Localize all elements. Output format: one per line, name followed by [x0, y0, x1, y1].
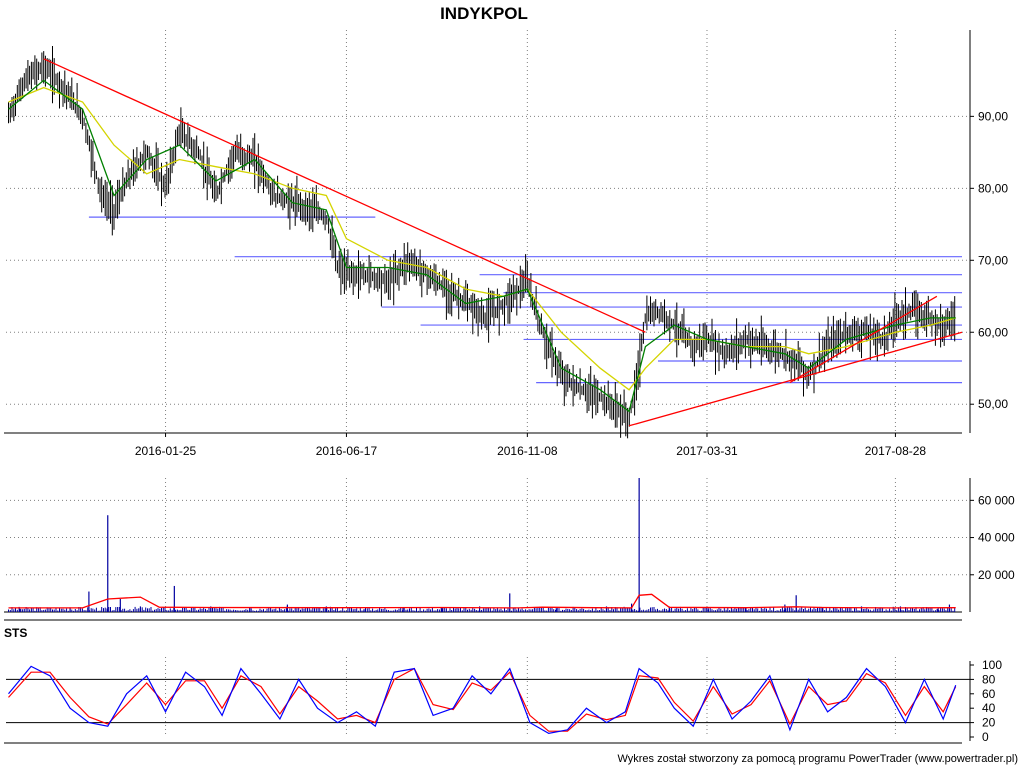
y-tick-label: 60	[982, 687, 996, 701]
sts-d-line	[8, 667, 957, 732]
x-tick-label: 2016-01-25	[135, 444, 197, 458]
chart-title: INDYKPOL	[440, 4, 528, 23]
y-tick-label: 70,00	[978, 253, 1008, 267]
trendline	[789, 295, 938, 384]
ma-long-line	[8, 86, 956, 391]
x-tick-label: 2016-06-17	[316, 444, 378, 458]
x-tick-label: 2016-11-08	[497, 444, 558, 458]
y-tick-label: 60,00	[978, 325, 1008, 339]
y-tick-label: 50,00	[978, 397, 1008, 411]
y-tick-label: 40	[982, 701, 996, 715]
price-panel: 50,00 60,00 70,00 80,00 90,00 2016-01-25 2016-…	[4, 30, 1008, 458]
footer-credit: Wykres został stworzony za pomocą progra…	[617, 753, 1018, 765]
trendline	[43, 58, 646, 333]
y-tick-label: 80	[982, 672, 996, 686]
sts-k-line	[8, 665, 957, 735]
y-tick-label: 20	[982, 716, 996, 730]
y-tick-label: 90,00	[978, 109, 1008, 123]
y-tick-label: 60 000	[978, 493, 1015, 507]
y-tick-label: 80,00	[978, 181, 1008, 195]
y-tick-label: 100	[982, 658, 1002, 672]
volume-panel: 20 000 40 000 60 000	[4, 478, 1015, 621]
y-tick-label: 20 000	[978, 568, 1015, 582]
oscillator-label: STS	[4, 626, 27, 640]
volume-ma-line	[8, 593, 956, 609]
y-tick-label: 0	[982, 730, 989, 744]
x-tick-label: 2017-03-31	[676, 444, 738, 458]
x-tick-label: 2017-08-28	[865, 444, 927, 458]
y-tick-label: 40 000	[978, 531, 1015, 545]
ma-short-line	[8, 79, 956, 413]
